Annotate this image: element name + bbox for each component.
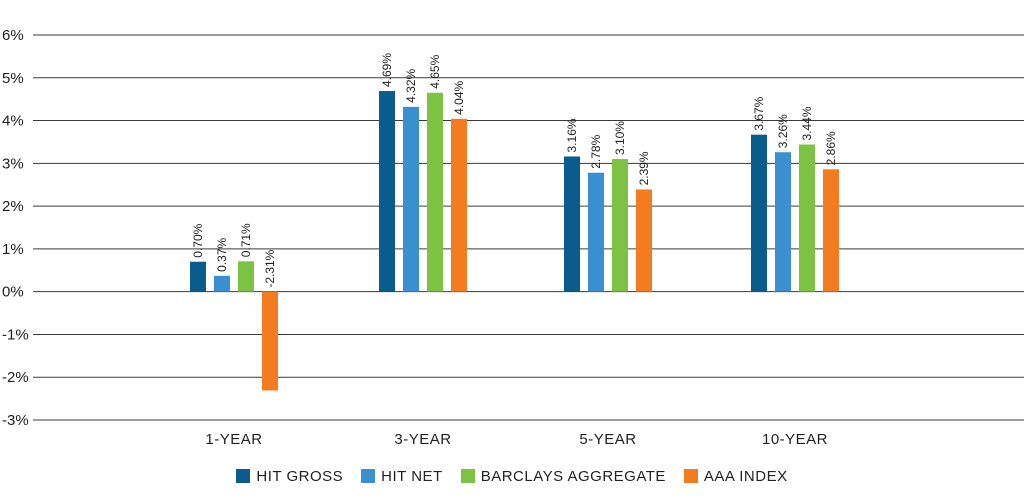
legend-label: HIT GROSS [256,467,344,485]
data-label: 4.69% [380,53,394,87]
data-label: 3.10% [613,121,627,155]
y-tick-label: -1% [2,326,29,343]
bar [238,261,254,292]
data-label: 4.32% [404,69,418,103]
data-labels: 0.70% 0.37% 0.71% -2.31% 4.69% 4.32% 4.65% 4.04… [191,53,838,288]
y-tick-label: 4% [2,113,24,130]
x-category-label: 3-YEAR [394,431,451,448]
bar [751,134,767,292]
bar [403,106,419,292]
legend-swatch [460,469,475,483]
data-label: 2.86% [824,131,838,165]
data-label: 3.67% [752,96,766,130]
bar [451,118,467,292]
bar [262,291,278,391]
bar [379,91,395,292]
bar [588,172,604,292]
y-tick-label: 3% [2,155,24,172]
data-label: 4.65% [428,54,442,88]
legend-item: HIT GROSS [236,468,343,485]
bar [214,275,230,292]
legend-swatch [236,469,251,483]
data-label: 3.26% [776,114,790,148]
data-label: 3.44% [800,106,814,140]
x-axis-category-labels: 1-YEAR 3-YEAR 5-YEAR 10-YEAR [205,431,828,448]
bar-chart: 6% 5% 4% 3% 2% 1% 0% -1% -2% -3% 0.70% 0.37% 0.71%-… [2,27,1024,448]
bars [190,91,839,391]
bar [190,261,206,292]
bar [823,169,839,292]
y-tick-label: 1% [2,241,24,258]
legend-item: HIT NET [361,468,443,485]
data-label: 0.70% [191,223,205,257]
y-axis-tick-labels: 6% 5% 4% 3% 2% 1% 0% -1% -2% -3% [2,27,29,429]
data-label: 2.39% [637,151,651,185]
data-label: 0.71% [239,223,253,257]
data-label: -2.31% [263,249,277,287]
bar [636,189,652,292]
legend: HIT GROSS HIT NET BARCLAYS AGGREGATE AAA IN… [0,464,1024,488]
data-label: 4.04% [452,80,466,114]
legend-label: BARCLAYS AGGREGATE [480,467,666,485]
data-label: 3.16% [565,118,579,152]
legend-item: AAA INDEX [683,467,788,485]
data-label: 2.78% [589,134,603,168]
bar [612,159,628,292]
bar [427,92,443,292]
bar [799,144,815,292]
legend-label: HIT NET [381,467,443,485]
y-tick-label: 2% [2,198,24,215]
x-category-label: 5-YEAR [579,431,636,448]
bar [775,152,791,292]
legend-swatch [361,469,376,483]
x-category-label: 1-YEAR [205,431,262,448]
legend-item: BARCLAYS AGGREGATE [460,467,666,485]
x-category-label: 10-YEAR [762,431,828,448]
legend-label: AAA INDEX [703,467,788,485]
legend-swatch [683,469,698,483]
y-tick-label: 6% [2,27,24,44]
gridlines [33,34,1024,421]
data-label: 0.37% [215,237,229,271]
y-tick-label: -2% [2,369,29,386]
y-tick-label: -3% [2,412,29,429]
y-tick-label: 0% [2,284,24,301]
bar [564,156,580,292]
y-tick-label: 5% [2,70,24,87]
